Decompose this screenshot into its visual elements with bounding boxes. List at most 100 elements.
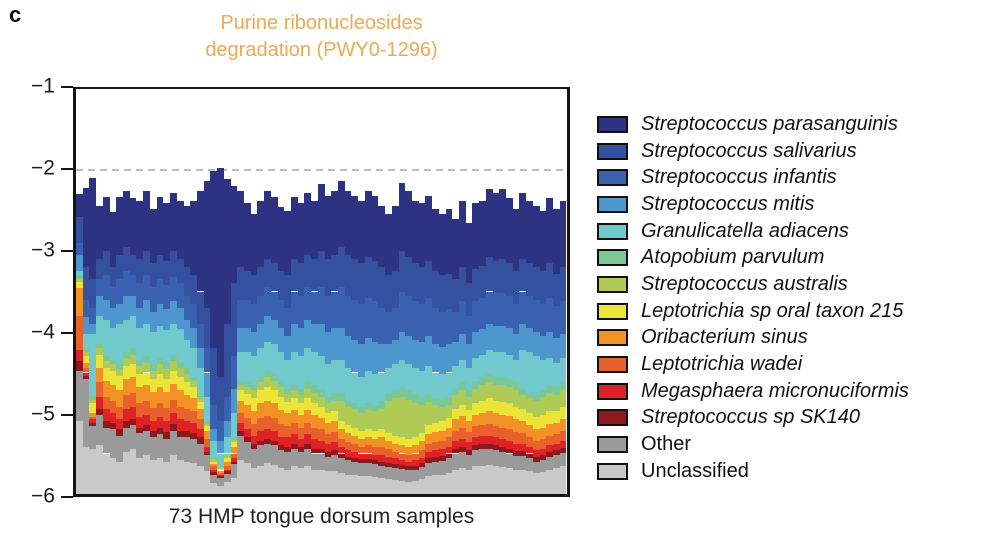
bar-segment-streptococcus-sp-sk140 — [284, 447, 291, 452]
bar-segment-streptococcus-parasanguinis — [391, 205, 399, 272]
bar-segment-other — [398, 468, 406, 482]
bar-segment-streptococcus-parasanguinis — [519, 193, 527, 260]
bar-segment-streptococcus-salivarius — [109, 267, 117, 288]
legend-swatch — [597, 436, 628, 454]
bar-segment-streptococcus-mitis — [217, 441, 224, 454]
bar-segment-streptococcus-australis — [304, 388, 312, 399]
bar-segment-atopobium-parvulum — [284, 388, 291, 394]
bar-segment-streptococcus-australis — [364, 409, 372, 430]
bar-segment-oribacterium-sinus — [472, 414, 480, 426]
bar-segment-leptotrichia-wadei — [331, 432, 339, 443]
bar-segment-granulicatella-adiacens — [465, 368, 473, 391]
bar-segment-streptococcus-mitis — [82, 317, 90, 334]
bar-segment-streptococcus-infantis — [458, 301, 466, 334]
y-tick-mark — [61, 86, 73, 88]
bar-segment-streptococcus-mitis — [156, 303, 164, 326]
bar-segment-streptococcus-salivarius — [183, 267, 191, 296]
bar-segment-leptotrichia-sp-oral-taxon-215 — [452, 408, 459, 420]
bar-segment-other — [116, 435, 124, 462]
bar-segment-other — [338, 457, 345, 473]
legend-item-oribacterium-sinus: Oribacterium sinus — [597, 325, 909, 352]
bar-segment-megasphaera-micronuciformis — [76, 349, 83, 362]
bar-segment-leptotrichia-wadei — [264, 416, 271, 430]
legend-item-streptococcus-salivarius: Streptococcus salivarius — [597, 138, 909, 165]
bar-segment-leptotrichia-sp-oral-taxon-215 — [284, 401, 291, 413]
bar-sample-14 — [163, 89, 171, 494]
bar-sample-39 — [331, 89, 339, 494]
bar-segment-streptococcus-mitis — [297, 327, 305, 357]
bar-segment-leptotrichia-wadei — [96, 382, 103, 397]
bar-segment-streptococcus-sp-sk140 — [129, 419, 137, 426]
bar-segment-oribacterium-sinus — [149, 391, 157, 409]
bar-segment-granulicatella-adiacens — [277, 352, 285, 381]
bar-segment-atopobium-parvulum — [344, 400, 352, 407]
legend-swatch — [597, 115, 628, 133]
bar-segment-streptococcus-infantis — [210, 404, 218, 430]
bar-sample-47 — [385, 89, 392, 494]
bar-segment-streptococcus-salivarius — [129, 255, 137, 276]
bar-segment-atopobium-parvulum — [358, 406, 365, 413]
bar-segment-oribacterium-sinus — [277, 409, 285, 425]
bar-segment-streptococcus-parasanguinis — [277, 207, 285, 272]
bar-segment-leptotrichia-wadei — [170, 400, 177, 413]
bar-segment-streptococcus-infantis — [364, 297, 372, 339]
bar-segment-oribacterium-sinus — [250, 411, 258, 425]
bar-segment-leptotrichia-sp-oral-taxon-215 — [264, 387, 271, 401]
bar-segment-oribacterium-sinus — [156, 387, 164, 404]
legend-swatch — [597, 142, 628, 160]
bar-segment-granulicatella-adiacens — [485, 349, 493, 375]
bar-segment-leptotrichia-wadei — [149, 408, 157, 422]
bar-segment-atopobium-parvulum — [432, 398, 439, 405]
bar-segment-oribacterium-sinus — [230, 447, 238, 454]
bar-segment-leptotrichia-sp-oral-taxon-215 — [291, 398, 298, 410]
bar-segment-streptococcus-salivarius — [364, 257, 372, 298]
bar-segment-megasphaera-micronuciformis — [237, 422, 244, 431]
bar-segment-streptococcus-parasanguinis — [89, 178, 97, 280]
bar-segment-streptococcus-parasanguinis — [458, 200, 466, 268]
bar-segment-unclassified — [291, 466, 298, 494]
bar-segment-streptococcus-salivarius — [526, 263, 533, 296]
bar-segment-leptotrichia-wadei — [519, 433, 527, 444]
bar-segment-streptococcus-australis — [391, 398, 399, 436]
bar-segment-atopobium-parvulum — [304, 380, 312, 389]
legend-swatch — [597, 195, 628, 213]
bar-segment-megasphaera-micronuciformis — [176, 419, 184, 431]
bar-segment-leptotrichia-sp-oral-taxon-215 — [411, 437, 419, 446]
bar-sample-31 — [277, 89, 285, 494]
bar-sample-58 — [458, 89, 466, 494]
bar-segment-megasphaera-micronuciformis — [116, 419, 124, 430]
bar-segment-streptococcus-mitis — [230, 388, 238, 413]
bar-segment-streptococcus-mitis — [291, 323, 298, 353]
bar-segment-streptococcus-sp-sk140 — [264, 438, 271, 444]
bar-segment-other — [123, 427, 130, 452]
bar-segment-streptococcus-mitis — [264, 315, 271, 342]
bar-segment-other — [512, 455, 520, 470]
bar-segment-atopobium-parvulum — [156, 357, 164, 365]
bar-segment-megasphaera-micronuciformis — [559, 440, 567, 448]
bar-segment-granulicatella-adiacens — [291, 352, 298, 385]
bar-segment-streptococcus-mitis — [183, 319, 191, 341]
bar-segment-streptococcus-australis — [445, 404, 453, 418]
bar-segment-streptococcus-parasanguinis — [512, 208, 520, 272]
bar-segment-streptococcus-infantis — [116, 279, 124, 304]
bar-segment-streptococcus-salivarius — [116, 255, 124, 280]
bar-segment-leptotrichia-sp-oral-taxon-215 — [385, 433, 392, 442]
bar-segment-unclassified — [458, 468, 466, 494]
bar-segment-granulicatella-adiacens — [452, 366, 459, 389]
bar-segment-leptotrichia-sp-oral-taxon-215 — [250, 398, 258, 412]
bar-segment-streptococcus-infantis — [539, 303, 547, 337]
bar-segment-streptococcus-sp-sk140 — [243, 437, 251, 443]
bar-segment-leptotrichia-sp-oral-taxon-215 — [129, 364, 137, 377]
bar-segment-atopobium-parvulum — [223, 453, 231, 456]
bar-segment-oribacterium-sinus — [546, 424, 554, 436]
bar-segment-streptococcus-salivarius — [149, 263, 157, 288]
bar-segment-granulicatella-adiacens — [364, 370, 372, 404]
bar-segment-streptococcus-infantis — [405, 295, 412, 337]
y-axis: −1 −2 −3 −4 −5 −6 — [0, 75, 73, 508]
bar-segment-streptococcus-salivarius — [96, 259, 103, 280]
bar-segment-streptococcus-mitis — [96, 295, 103, 316]
legend-swatch — [597, 275, 628, 293]
bar-segment-streptococcus-sp-sk140 — [257, 440, 265, 446]
bar-segment-streptococcus-mitis — [506, 327, 513, 355]
bar-segment-streptococcus-infantis — [82, 299, 90, 318]
